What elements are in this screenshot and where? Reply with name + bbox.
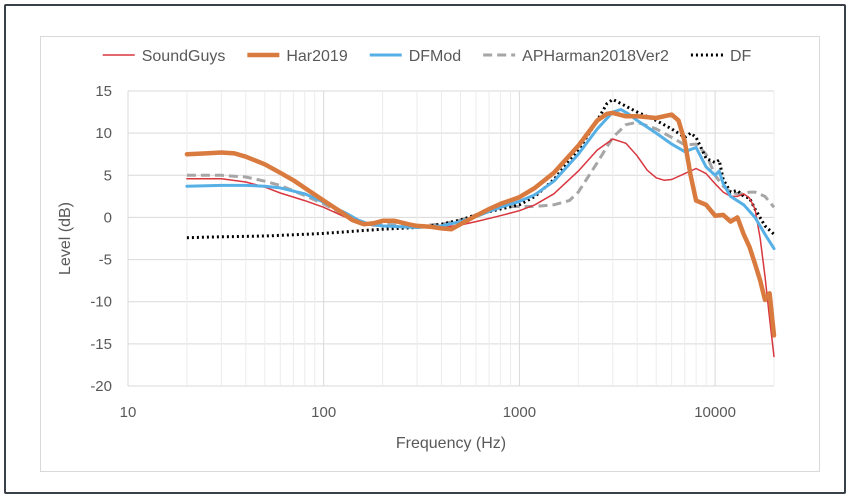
y-tick-label: 0 (104, 209, 112, 226)
y-tick-label: -20 (90, 378, 112, 395)
series-line-har2019 (184, 110, 777, 338)
y-tick-label: -5 (99, 252, 112, 269)
y-axis-title: Level (dB) (57, 202, 74, 275)
legend-label-dfmod: DFMod (409, 48, 461, 65)
series-lines (184, 97, 777, 358)
grid (127, 90, 775, 387)
chart-area (40, 36, 820, 472)
y-tick-label: 15 (95, 83, 112, 100)
x-tick-label: 100 (311, 404, 336, 421)
x-tick-label: 1000 (503, 404, 536, 421)
y-tick-label: 5 (104, 167, 112, 184)
y-tick-label: 10 (95, 125, 112, 142)
legend-label-har2019: Har2019 (286, 48, 347, 65)
tick-labels: 15 10 5 0 -5 -10 -15 -20 10 100 1000 10000 (90, 83, 736, 421)
legend: SoundGuys Har2019 DFMod APHarman2018Ver2 DF (102, 48, 752, 65)
x-tick-label: 10000 (694, 404, 736, 421)
y-tick-label: -15 (90, 336, 112, 353)
series-line-df (186, 97, 776, 240)
legend-label-df: DF (730, 48, 752, 65)
series-line-dfmod (185, 108, 776, 251)
x-axis-title: Frequency (Hz) (396, 435, 506, 452)
x-tick-label: 10 (120, 404, 137, 421)
legend-label-apharman2018ver2: APHarman2018Ver2 (522, 48, 669, 65)
y-tick-label: -10 (90, 294, 112, 311)
legend-label-soundguys: SoundGuys (142, 48, 226, 65)
